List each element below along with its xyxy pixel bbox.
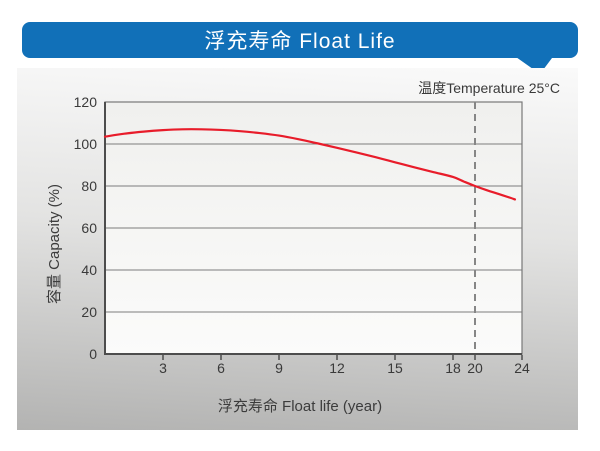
temperature-annotation: 温度Temperature 25°C — [418, 80, 560, 96]
chart-panel: 温度Temperature 25°C 容量 Capacity (%) 浮充寿命 … — [17, 68, 578, 430]
y-tick-label: 120 — [73, 94, 97, 110]
y-tick-label: 20 — [81, 304, 97, 320]
title-banner: 浮充寿命 Float Life — [22, 22, 578, 58]
y-tick-label: 0 — [89, 346, 97, 362]
x-tick-label: 18 — [445, 360, 461, 376]
y-tick-label: 60 — [81, 220, 97, 236]
page-title: 浮充寿命 Float Life — [204, 30, 396, 53]
x-tick-label: 20 — [467, 360, 483, 376]
y-tick-label: 80 — [81, 178, 97, 194]
x-tick-label: 3 — [159, 360, 167, 376]
x-tick-label: 15 — [387, 360, 403, 376]
x-tick-label: 6 — [217, 360, 225, 376]
y-tick-label: 100 — [73, 136, 97, 152]
y-tick-label: 40 — [81, 262, 97, 278]
x-tick-label: 24 — [514, 360, 530, 376]
x-axis-title: 浮充寿命 Float life (year) — [217, 398, 383, 415]
x-tick-label: 9 — [275, 360, 283, 376]
float-life-chart — [103, 101, 523, 360]
x-tick-label: 12 — [329, 360, 345, 376]
